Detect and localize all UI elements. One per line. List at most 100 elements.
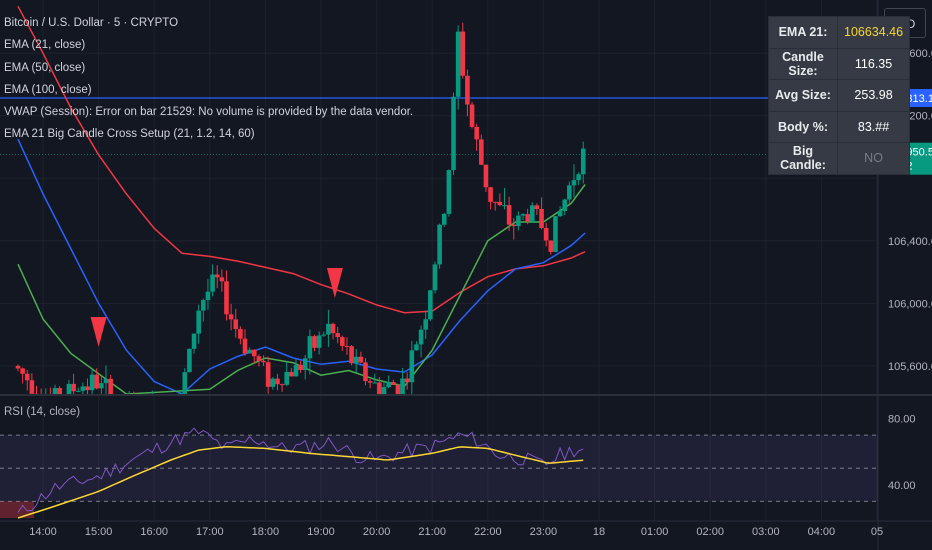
candle-body	[201, 300, 206, 311]
legend-vwap[interactable]: VWAP (Session): Error on bar 21529: No v…	[4, 106, 414, 119]
table-key: EMA 21:	[768, 16, 838, 49]
rsi-axis-label: 40.00	[888, 480, 916, 492]
candle	[279, 383, 285, 392]
candle	[553, 215, 558, 253]
candle-body	[344, 345, 350, 347]
candle-body	[182, 372, 188, 394]
candle	[437, 223, 442, 269]
time-axis-label: 18:00	[252, 526, 280, 538]
candle-body	[57, 388, 62, 394]
candle	[136, 399, 141, 415]
candle	[465, 69, 470, 117]
table-value: 253.98	[836, 79, 911, 112]
candle	[177, 389, 183, 394]
candle-body	[132, 398, 137, 403]
price-axis-label: 106,000.00	[888, 298, 932, 310]
candle-body	[576, 174, 581, 181]
candle	[483, 164, 489, 192]
time-axis-label: 19:00	[307, 526, 335, 538]
candle	[270, 377, 276, 390]
indicator-legend: Bitcoin / U.S. Dollar · 5 · CRYPTO EMA (…	[4, 12, 413, 146]
candle	[159, 411, 164, 422]
legend-ema100[interactable]: EMA (100, close)	[4, 83, 92, 96]
candle	[358, 351, 364, 364]
candle	[340, 335, 345, 351]
candle-body	[205, 291, 211, 301]
candle-body	[247, 349, 252, 354]
time-axis: 14:00 15:00 16:00 17:00 18:00 19:00 20:00 21:00…	[29, 526, 883, 538]
candle	[580, 141, 586, 184]
candle-body	[539, 208, 544, 228]
candle	[145, 397, 150, 416]
candle-body	[145, 398, 150, 416]
candle	[284, 361, 290, 386]
candle-body	[136, 403, 141, 411]
candle	[191, 333, 197, 354]
candle-body	[469, 104, 475, 127]
time-axis-label: 22:00	[474, 526, 502, 538]
rsi-axis-label: 80.00	[888, 414, 916, 426]
candle	[488, 186, 493, 210]
candle-body	[492, 201, 498, 203]
candle-body	[265, 362, 271, 387]
symbol-title[interactable]: Bitcoin / U.S. Dollar · 5 · CRYPTO	[4, 17, 179, 29]
candle	[251, 349, 257, 364]
candle-body	[497, 201, 503, 206]
candle-body	[122, 395, 127, 406]
candle-body	[335, 333, 340, 338]
time-axis-label: 21:00	[418, 526, 446, 538]
candle-body	[414, 344, 419, 351]
table-row: Big Candle: NO	[768, 142, 911, 175]
candle	[474, 123, 479, 151]
legend-big-candle[interactable]: EMA 21 Big Candle Cross Setup (21, 1.2, …	[4, 128, 255, 141]
candle-body	[238, 329, 243, 339]
candle	[289, 367, 294, 377]
candle	[247, 347, 252, 354]
candle-body	[409, 350, 415, 383]
candle	[479, 134, 484, 166]
candle-body	[75, 390, 81, 392]
candle-body	[525, 214, 530, 222]
time-axis-label: 05	[871, 526, 883, 538]
legend-ema50[interactable]: EMA (50, close)	[4, 61, 86, 74]
candle-body	[219, 277, 225, 282]
candle	[543, 222, 549, 247]
candle-body	[381, 387, 387, 394]
candle-body	[316, 335, 322, 348]
price-axis-label: 105,600.00	[888, 361, 932, 373]
candle-body	[173, 414, 178, 423]
candle-body	[214, 274, 220, 278]
time-axis-label: 14:00	[29, 526, 57, 538]
candle-body	[242, 338, 248, 354]
candle-body	[321, 334, 327, 336]
legend-ema21[interactable]: EMA (21, close)	[4, 39, 86, 52]
candle-body	[404, 378, 410, 383]
candle	[335, 326, 340, 344]
candle-body	[395, 385, 401, 394]
candle-body	[580, 148, 586, 175]
candle-body	[418, 329, 424, 345]
candle-body	[127, 398, 132, 407]
candle-body	[479, 139, 484, 165]
candle	[390, 379, 396, 386]
candle-body	[169, 423, 174, 424]
candle	[326, 309, 331, 348]
rsi-legend[interactable]: RSI (14, close)	[4, 406, 81, 418]
candle	[386, 375, 391, 389]
candle-body	[400, 378, 405, 394]
candle	[492, 201, 498, 211]
candle	[460, 22, 466, 79]
candle-body	[29, 380, 35, 394]
candle-body	[488, 187, 493, 202]
candle-body	[99, 383, 104, 389]
candle	[24, 370, 30, 391]
candle-body	[446, 170, 452, 214]
candle	[534, 203, 540, 216]
candle	[224, 270, 229, 321]
table-key: Body %:	[768, 110, 838, 143]
candle-body	[293, 364, 299, 377]
candle-body	[460, 31, 466, 76]
candle	[423, 310, 429, 339]
candle-body	[275, 378, 280, 385]
